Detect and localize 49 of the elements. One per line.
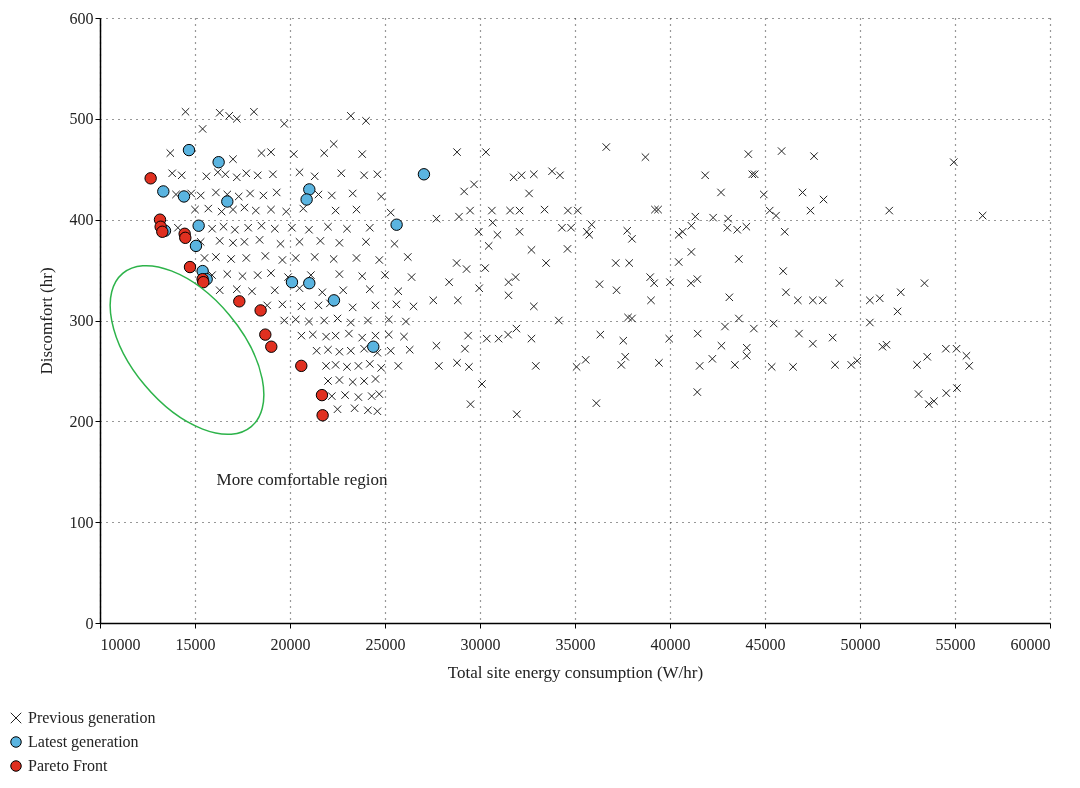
point [367, 340, 380, 353]
point [303, 183, 316, 196]
x-axis-title: Total site energy consumption (W/hr) [447, 662, 704, 682]
point [300, 193, 313, 206]
y-tick-label: 100 [69, 513, 94, 531]
point [316, 409, 329, 422]
point [189, 239, 203, 253]
point [265, 340, 278, 353]
point [182, 143, 196, 157]
point [144, 172, 157, 185]
x-tick-label: 10000 [100, 635, 141, 653]
annotation: More comfortable region [216, 470, 388, 489]
x-tick-label: 15000 [175, 635, 216, 653]
point [327, 294, 341, 307]
x-tick-label: 30000 [460, 635, 501, 653]
legend-label: Latest generation [28, 733, 139, 751]
y-tick-label: 600 [69, 9, 94, 27]
point [259, 328, 272, 341]
y-tick-label: 300 [69, 312, 94, 329]
x-tick-label: 60000 [1010, 635, 1051, 653]
x-tick-label: 40000 [650, 635, 691, 653]
y-tick-label: 400 [69, 211, 94, 229]
point [157, 185, 170, 198]
point [179, 231, 192, 245]
y-tick-label: 0 [85, 614, 94, 632]
point [295, 359, 308, 373]
point [315, 388, 329, 402]
point [233, 295, 246, 308]
x-tick-label: 45000 [745, 635, 786, 653]
point [183, 260, 197, 274]
point [212, 156, 225, 169]
x-tick-label: 20000 [270, 635, 311, 653]
point [221, 195, 234, 208]
x-tick-label: 35000 [555, 635, 596, 653]
y-tick-label: 200 [69, 412, 94, 430]
point [285, 275, 299, 289]
point [177, 190, 191, 203]
x-tick-label: 50000 [840, 635, 881, 653]
y-axis-title: Discomfort (hr) [36, 267, 56, 375]
point [303, 277, 316, 290]
point [192, 219, 205, 232]
x-tick-label: 25000 [365, 635, 406, 653]
point [254, 304, 267, 317]
legend-label: Pareto Front [28, 757, 109, 774]
y-tick-label: 500 [69, 110, 94, 128]
x-tick-label: 55000 [935, 635, 976, 653]
point [390, 218, 403, 231]
legend-label: Previous generation [28, 709, 156, 727]
point [417, 168, 431, 181]
